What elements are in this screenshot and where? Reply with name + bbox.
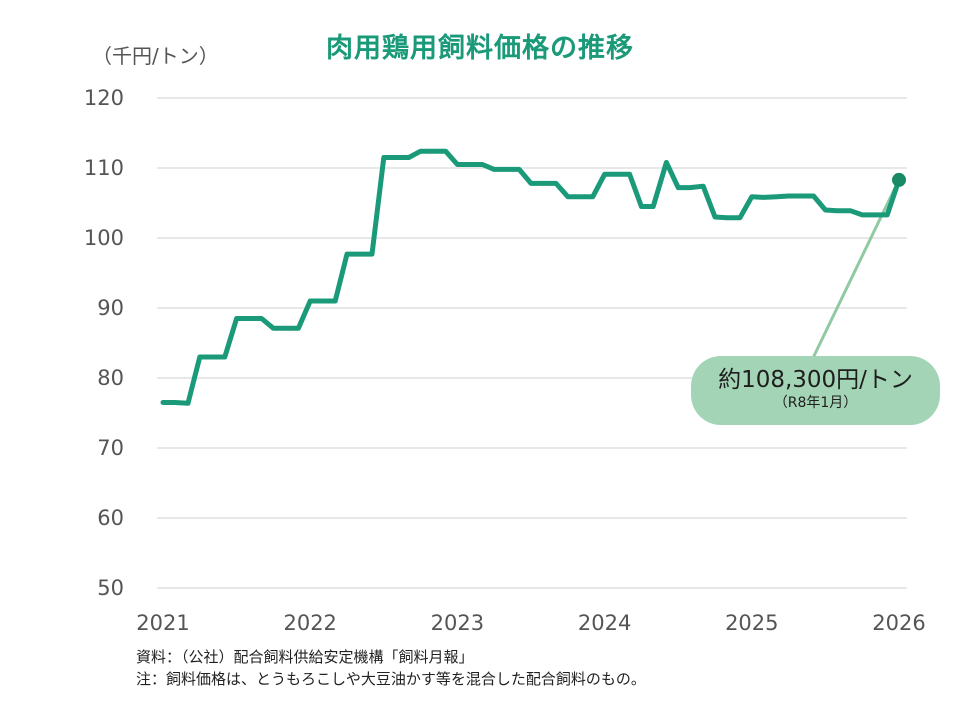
y-axis-unit-label: （千円/トン）	[92, 44, 219, 68]
feed-price-series-line	[160, 148, 902, 406]
grid-layer	[157, 97, 907, 589]
chart-title: 肉用鶏用飼料価格の推移	[326, 33, 634, 64]
latest-price-callout: 約108,300円/トン （R8年1月）	[691, 356, 940, 425]
x-tick-label: 2022	[283, 611, 336, 635]
y-tick-label: 100	[84, 226, 124, 250]
y-tick-label: 90	[97, 296, 124, 320]
callout-price-text: 約108,300円/トン	[718, 367, 913, 393]
y-tick-label: 80	[97, 366, 124, 390]
callout-date-text: （R8年1月）	[773, 395, 858, 411]
source-note: 資料：（公社）配合飼料供給安定機構「飼料月報」	[136, 648, 474, 666]
y-tick-label: 120	[84, 86, 124, 110]
x-tick-label: 2026	[872, 611, 925, 635]
footnote: 注：飼料価格は、とうもろこしや大豆油かす等を混合した配合飼料のもの。	[136, 670, 646, 688]
y-tick-label: 60	[97, 506, 124, 530]
y-tick-label: 110	[84, 156, 124, 180]
x-tick-label: 2024	[578, 611, 631, 635]
y-tick-label: 50	[97, 576, 124, 600]
x-tick-label: 2025	[725, 611, 778, 635]
y-tick-label: 70	[97, 436, 124, 460]
x-tick-label: 2021	[136, 611, 189, 635]
y-tick-labels: 120 110 100 90 80 70 60 50	[84, 86, 124, 600]
source-notes: 資料：（公社）配合飼料供給安定機構「飼料月報」 注：飼料価格は、とうもろこしや大…	[136, 646, 646, 690]
x-tick-labels: 2021 2022 2023 2024 2025 2026	[136, 611, 925, 635]
x-tick-label: 2023	[431, 611, 484, 635]
latest-price-point	[892, 172, 906, 187]
